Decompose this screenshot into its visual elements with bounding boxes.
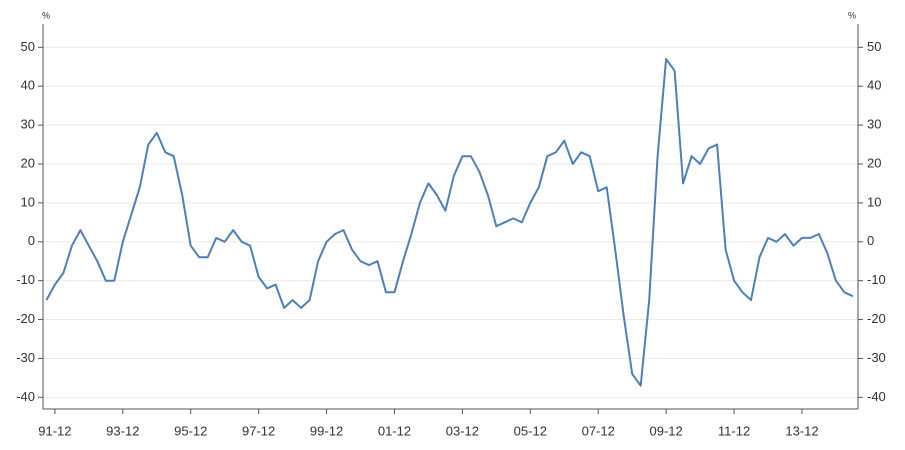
y-tick-label: 10: [21, 194, 35, 209]
x-tick-label: 01-12: [378, 423, 411, 438]
x-tick-label: 11-12: [718, 423, 750, 438]
y-tick-label: -30: [16, 350, 35, 365]
x-tick-label: 93-12: [106, 423, 139, 438]
x-tick-label: 13-12: [785, 423, 818, 438]
y-tick-label: -40: [16, 389, 35, 404]
y2-tick-label: 30: [867, 117, 881, 132]
y2-tick-label: -10: [867, 272, 886, 287]
y2-tick-label: -30: [867, 350, 886, 365]
y2-tick-label: 0: [867, 233, 874, 248]
x-tick-label: 05-12: [514, 423, 547, 438]
x-tick-label: 03-12: [446, 423, 479, 438]
y2-axis-unit: %: [848, 10, 856, 20]
y-tick-label: 30: [21, 117, 35, 132]
y-tick-label: 40: [21, 78, 35, 93]
x-tick-label: 97-12: [242, 423, 275, 438]
y2-tick-label: 20: [867, 155, 881, 170]
y2-tick-label: -40: [867, 389, 886, 404]
y2-tick-label: 40: [867, 78, 881, 93]
x-tick-label: 99-12: [310, 423, 343, 438]
x-tick-label: 07-12: [582, 423, 615, 438]
x-tick-label: 91-12: [38, 423, 71, 438]
x-tick-label: 95-12: [174, 423, 207, 438]
y-tick-label: 50: [21, 39, 35, 54]
y-tick-label: 0: [28, 233, 35, 248]
y-tick-label: -10: [16, 272, 35, 287]
y2-tick-label: -20: [867, 311, 886, 326]
data-line: [45, 58, 854, 387]
y2-tick-label: 50: [867, 39, 881, 54]
y-tick-label: -20: [16, 311, 35, 326]
y-tick-label: 20: [21, 155, 35, 170]
x-tick-label: 09-12: [650, 423, 683, 438]
y-axis-unit: %: [42, 10, 50, 20]
y2-tick-label: 10: [867, 194, 881, 209]
